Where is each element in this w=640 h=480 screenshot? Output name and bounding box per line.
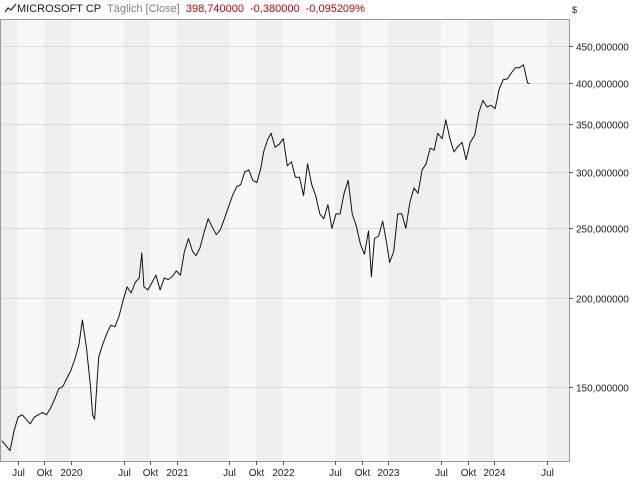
instrument-name: MICROSOFT CP	[17, 3, 101, 15]
y-tick-label: 400,000000	[576, 80, 629, 91]
period-band	[256, 20, 283, 461]
period-band	[123, 20, 151, 461]
period-band	[229, 20, 257, 461]
y-tick-label: 350,000000	[576, 121, 629, 132]
period-band	[546, 20, 569, 461]
y-tick-label: 250,000000	[576, 225, 629, 236]
period-band	[335, 20, 362, 461]
x-tick-label: Jul	[118, 468, 131, 479]
x-tick-label: Okt	[37, 468, 53, 479]
x-tick-label: Okt	[355, 468, 371, 479]
x-tick-label: 2024	[483, 468, 506, 479]
period-band	[494, 20, 547, 461]
chart-header: MICROSOFT CP Täglich [Close] 398,740000 …	[4, 3, 365, 15]
currency-label: $	[572, 5, 578, 15]
y-tick-label: 450,000000	[576, 43, 629, 54]
chart-mode[interactable]: Täglich [Close]	[107, 3, 180, 15]
grid-lines	[1, 46, 569, 388]
y-axis: 150,000000 200,000000 250,000000 300,000000…	[569, 43, 629, 395]
period-band	[1, 20, 18, 461]
x-tick-label: 2021	[166, 468, 189, 479]
period-bands	[1, 20, 569, 461]
period-band	[70, 20, 124, 461]
period-band	[44, 20, 71, 461]
last-price: 398,740000	[185, 3, 244, 15]
x-tick-label: 2022	[272, 468, 295, 479]
period-band	[150, 20, 177, 461]
y-tick-label: 150,000000	[576, 384, 629, 395]
x-axis: Jul Okt 2020 Jul Okt 2021 Jul Okt 2022 Jul Okt 2023…	[12, 461, 554, 479]
period-band	[388, 20, 441, 461]
x-tick-label: Jul	[541, 468, 554, 479]
y-tick-label: 200,000000	[576, 295, 629, 306]
x-tick-label: Jul	[329, 468, 342, 479]
period-band	[440, 20, 468, 461]
period-band	[282, 20, 336, 461]
change-absolute: -0,380000	[250, 3, 300, 15]
period-band	[17, 20, 45, 461]
price-series-line	[1, 64, 530, 452]
x-tick-label: Okt	[143, 468, 159, 479]
x-tick-label: Okt	[249, 468, 265, 479]
period-band	[176, 20, 230, 461]
change-percent: -0,095209%	[305, 3, 365, 15]
x-tick-label: Okt	[461, 468, 477, 479]
period-band	[361, 20, 389, 461]
x-tick-label: 2020	[60, 468, 83, 479]
y-tick-label: 300,000000	[576, 169, 629, 180]
line-chart-icon	[4, 3, 17, 13]
x-tick-label: Jul	[223, 468, 236, 479]
x-tick-label: Jul	[435, 468, 448, 479]
x-tick-label: 2023	[377, 468, 400, 479]
x-tick-label: Jul	[12, 468, 25, 479]
period-band	[467, 20, 495, 461]
plot-frame	[0, 19, 570, 462]
